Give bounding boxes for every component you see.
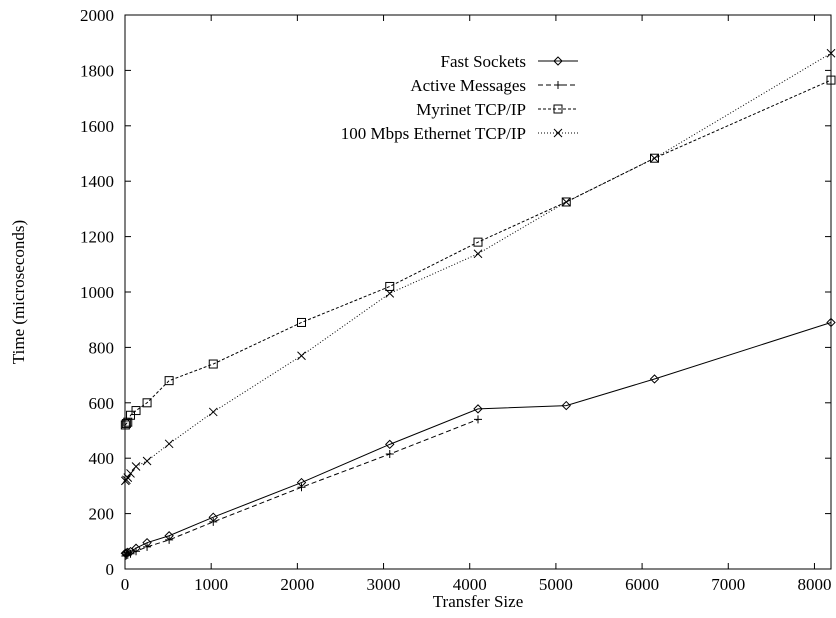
data-point-3-13 — [826, 48, 836, 58]
legend-marker — [553, 56, 563, 66]
data-point-0-12 — [649, 374, 660, 384]
legend-label: Myrinet TCP/IP — [416, 100, 526, 119]
x-tick-label-6000: 6000 — [625, 575, 659, 594]
data-point-0-9 — [385, 439, 395, 450]
legend-marker — [553, 104, 563, 114]
data-point-2-11 — [561, 197, 571, 207]
data-point-3-9 — [385, 289, 395, 298]
data-point-1-9 — [385, 450, 394, 459]
data-point-2-2 — [123, 417, 133, 427]
y-tick-label-1400: 1400 — [80, 172, 114, 191]
y-tick-label-1600: 1600 — [80, 117, 114, 136]
axes-layer: 0 1000 2000 3000 4000 5000 6000 7000 8000 0 200 400… — [80, 6, 831, 594]
x-tick-label-8000: 8000 — [797, 575, 831, 594]
data-point-3-12 — [650, 153, 659, 163]
data-point-3-1 — [122, 475, 131, 485]
legend-entry-2: Myrinet TCP/IP — [416, 100, 578, 119]
x-tick-label-3000: 3000 — [367, 575, 401, 594]
data-point-2-13 — [826, 75, 836, 85]
data-point-2-6 — [164, 376, 174, 386]
y-tick-label-1200: 1200 — [80, 228, 114, 247]
data-point-2-9 — [385, 281, 395, 291]
data-point-1-8 — [297, 483, 306, 492]
legend-entry-0: Fast Sockets — [441, 52, 578, 71]
series-line-0 — [125, 321, 832, 554]
data-point-1-10 — [474, 415, 482, 424]
legend-label: Fast Sockets — [441, 52, 526, 71]
data-point-1-4 — [132, 547, 141, 556]
data-point-1-1 — [122, 551, 131, 560]
data-point-1-3 — [126, 549, 135, 558]
x-tick-label-2000: 2000 — [280, 575, 314, 594]
data-point-3-2 — [123, 473, 133, 482]
x-axis-label: Transfer Size — [433, 592, 524, 611]
data-point-2-0 — [120, 420, 130, 430]
series-1 — [121, 415, 482, 560]
data-point-2-5 — [142, 398, 152, 408]
x-tick-label-4000: 4000 — [453, 575, 487, 594]
data-point-2-7 — [208, 359, 218, 369]
data-point-3-5 — [142, 456, 152, 466]
y-tick-label-800: 800 — [89, 338, 115, 357]
x-tick-label-5000: 5000 — [539, 575, 573, 594]
y-tick-label-1000: 1000 — [80, 283, 114, 302]
series-0 — [120, 317, 836, 558]
y-tick-label-2000: 2000 — [80, 6, 114, 25]
plot-frame — [124, 14, 832, 570]
data-point-0-13 — [826, 317, 836, 328]
legend-label: Active Messages — [410, 76, 526, 95]
legend: Fast Sockets Active Messages Myrinet TCP/I… — [341, 52, 578, 143]
data-point-3-4 — [131, 462, 141, 471]
data-point-0-11 — [561, 400, 571, 411]
series-2 — [120, 75, 836, 430]
series-3 — [120, 48, 836, 486]
y-tick-label-1800: 1800 — [80, 61, 114, 80]
data-point-1-5 — [143, 542, 152, 551]
data-point-1-7 — [209, 517, 218, 526]
x-tick-label-0: 0 — [121, 575, 130, 594]
data-point-3-8 — [297, 351, 306, 361]
data-point-3-10 — [473, 249, 483, 259]
y-tick-label-0: 0 — [106, 560, 115, 579]
data-point-2-4 — [131, 406, 141, 416]
legend-marker — [554, 81, 562, 89]
data-point-0-10 — [473, 404, 483, 414]
y-tick-label-200: 200 — [89, 505, 115, 524]
data-point-3-7 — [208, 407, 218, 417]
data-point-3-11 — [561, 197, 571, 207]
data-point-2-8 — [297, 317, 306, 327]
legend-entry-1: Active Messages — [410, 76, 578, 95]
legend-label: 100 Mbps Ethernet TCP/IP — [341, 124, 526, 143]
data-point-2-12 — [650, 153, 659, 163]
y-tick-label-600: 600 — [89, 394, 115, 413]
data-point-1-6 — [165, 535, 174, 544]
data-point-3-6 — [164, 439, 174, 449]
data-point-3-3 — [126, 469, 135, 478]
series-layer — [120, 48, 836, 560]
data-point-2-3 — [126, 410, 136, 420]
x-tick-label-1000: 1000 — [194, 575, 228, 594]
legend-entry-3: 100 Mbps Ethernet TCP/IP — [341, 124, 578, 143]
series-line-2 — [124, 79, 832, 426]
y-axis-label: Time (microseconds) — [9, 220, 28, 364]
series-line-3 — [124, 52, 832, 482]
y-tick-label-400: 400 — [89, 449, 115, 468]
x-tick-label-7000: 7000 — [711, 575, 745, 594]
data-point-2-10 — [473, 237, 483, 247]
legend-marker — [553, 128, 563, 138]
